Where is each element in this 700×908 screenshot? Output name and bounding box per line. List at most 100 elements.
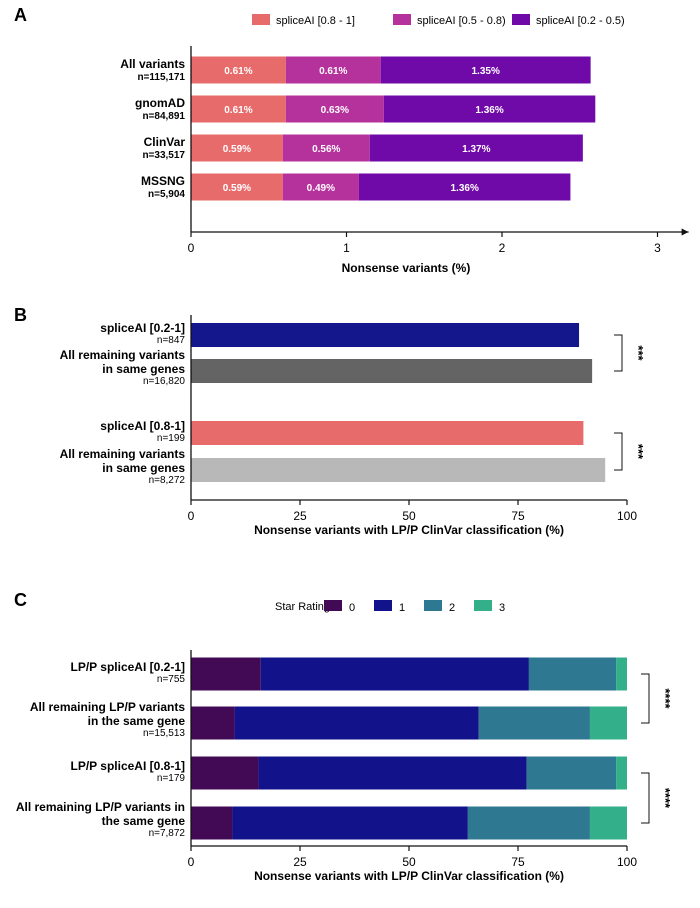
- panel-a-bar-segment: [191, 173, 283, 201]
- panel-a-segment-label: 0.61%: [319, 66, 347, 77]
- panel-a-category-n: n=115,171: [137, 72, 185, 83]
- panel-c-category-label: All remaining LP/P variants in: [16, 800, 185, 814]
- panel-a-bar-segment: [383, 95, 596, 123]
- panel-b-bar: [191, 458, 606, 482]
- panel-c-x-tick-label: 100: [617, 855, 637, 869]
- panel-label-b: B: [14, 305, 27, 325]
- panel-a-bar-segment: [282, 134, 370, 162]
- panel-c-x-tick-label: 25: [293, 855, 307, 869]
- panel-a-category-n: n=33,517: [142, 150, 185, 161]
- panel-c-bar-segment: [526, 756, 617, 790]
- panel-label-c: C: [14, 590, 27, 610]
- panel-a-x-axis-title: Nonsense variants (%): [342, 261, 471, 275]
- panel-c-x-tick-label: 50: [402, 855, 416, 869]
- panel-a-category-label: All variants: [120, 57, 185, 71]
- panel-a-segment-label: 0.59%: [223, 183, 251, 194]
- panel-a-bar-segment: [380, 56, 591, 84]
- panel-c-category-label: LP/P spliceAI [0.2-1]: [71, 660, 186, 674]
- panel-c-category-label: All remaining LP/P variants: [30, 700, 185, 714]
- panel-b-category-label: in same genes: [102, 461, 185, 475]
- panel-a-bar-segment: [282, 173, 359, 201]
- panel-c-significance-marker: ****: [658, 788, 673, 809]
- panel-b-significance-marker: ***: [631, 345, 646, 361]
- panel-b-x-axis-title: Nonsense variants with LP/P ClinVar clas…: [254, 523, 564, 537]
- panel-b-x-tick-label: 75: [511, 509, 525, 523]
- panel-c-bar-segment: [191, 706, 235, 740]
- panel-a-segment-label: 0.49%: [307, 183, 335, 194]
- panel-a-segment-label: 1.37%: [462, 144, 490, 155]
- panel-a-category-n: n=84,891: [142, 111, 185, 122]
- panel-a-chart: spliceAI [0.8 - 1] spliceAI [0.5 - 0.8) sp…: [120, 14, 689, 275]
- panel-a-segment-label: 0.59%: [223, 144, 251, 155]
- panel-a-segment-label: 1.36%: [451, 183, 479, 194]
- panel-c-bar-segment: [616, 657, 627, 691]
- panel-c-legend-swatch: [324, 600, 342, 611]
- panel-a-category-n: n=5,904: [148, 189, 185, 200]
- panel-b-category-n: n=16,820: [143, 376, 185, 387]
- panel-c-significance-bracket: [641, 673, 650, 724]
- panel-c-bar-segment: [191, 756, 259, 790]
- panel-a-segment-label: 0.61%: [224, 105, 252, 116]
- panel-b-significance-bracket: [614, 432, 623, 471]
- panel-b-category-label: All remaining variants: [60, 447, 186, 461]
- panel-b-significance-bracket: [614, 334, 623, 372]
- panel-c-legend-label: 0: [349, 602, 355, 614]
- panel-c-bar-segment: [191, 657, 261, 691]
- panel-a-x-axis-arrow: [681, 228, 689, 236]
- panel-c-x-tick-label: 75: [511, 855, 525, 869]
- panel-c-bar-segment: [589, 806, 627, 840]
- panel-c-x-axis-title: Nonsense variants with LP/P ClinVar clas…: [254, 869, 564, 883]
- panel-c-category-n: n=7,872: [149, 828, 186, 839]
- panel-c-category-n: n=15,513: [143, 728, 185, 739]
- panel-b-category-label: spliceAI [0.8-1]: [100, 419, 185, 433]
- panel-a-legend-label: spliceAI [0.8 - 1]: [276, 15, 355, 27]
- panel-b-x-tick-label: 50: [402, 509, 416, 523]
- panel-a-legend-label: spliceAI [0.5 - 0.8): [417, 15, 506, 27]
- panel-a-legend-swatch: [512, 14, 530, 25]
- panel-a-bar-segment: [191, 95, 286, 123]
- panel-b-category-n: n=199: [157, 433, 186, 444]
- panel-a-x-tick-label: 2: [499, 241, 506, 255]
- panel-a-category-label: gnomAD: [135, 96, 185, 110]
- panel-b-bar: [191, 359, 593, 383]
- panel-c-significance-marker: ****: [658, 688, 673, 709]
- panel-c-legend-label: 2: [449, 602, 455, 614]
- panel-c-bar-segment: [234, 706, 479, 740]
- panel-a-bar-segment: [191, 134, 283, 162]
- panel-a-bar-segment: [191, 56, 286, 84]
- panel-b-category-n: n=8,272: [149, 475, 186, 486]
- panel-a-x-tick-label: 1: [343, 241, 350, 255]
- panel-c-category-label: LP/P spliceAI [0.8-1]: [71, 759, 186, 773]
- panel-b-category-label: All remaining variants: [60, 348, 186, 362]
- panel-a-bar-segment: [285, 56, 381, 84]
- panel-c-bar-segment: [232, 806, 468, 840]
- panel-c-legend-label: 1: [399, 602, 405, 614]
- panel-a-x-tick-label: 3: [654, 241, 661, 255]
- panel-c-bar-segment: [467, 806, 590, 840]
- panel-b-x-tick-label: 25: [293, 509, 307, 523]
- panel-b-significance-marker: ***: [631, 444, 646, 460]
- panel-b-x-tick-label: 100: [617, 509, 637, 523]
- panel-a-category-label: MSSNG: [141, 174, 185, 188]
- panel-c-category-label: in the same gene: [88, 714, 186, 728]
- panel-a-segment-label: 1.35%: [471, 66, 499, 77]
- panel-b-bar: [191, 323, 580, 347]
- panel-a-segment-label: 0.61%: [224, 66, 252, 77]
- panel-c-category-label: the same gene: [102, 814, 186, 828]
- panel-c-bar-segment: [478, 706, 590, 740]
- panel-c-legend-label: 3: [499, 602, 505, 614]
- panel-c-category-n: n=179: [157, 773, 186, 784]
- panel-a-legend-label: spliceAI [0.2 - 0.5): [536, 15, 625, 27]
- panel-c-bar-segment: [616, 756, 627, 790]
- panel-label-a: A: [14, 5, 27, 25]
- panel-c-chart: Star Rating 0 1 2 3 LP/P spliceAI [0.2-1]n=75…: [16, 600, 673, 883]
- panel-a-legend-swatch: [252, 14, 270, 25]
- panel-a-category-label: ClinVar: [144, 135, 186, 149]
- panel-b-x-tick-label: 0: [188, 509, 195, 523]
- panel-b-chart: spliceAI [0.2-1]n=847 All remaining varia…: [60, 315, 646, 537]
- panel-c-legend-swatch: [474, 600, 492, 611]
- panel-c-bar-segment: [528, 657, 617, 691]
- panel-a-segment-label: 0.63%: [321, 105, 349, 116]
- panel-c-legend-swatch: [374, 600, 392, 611]
